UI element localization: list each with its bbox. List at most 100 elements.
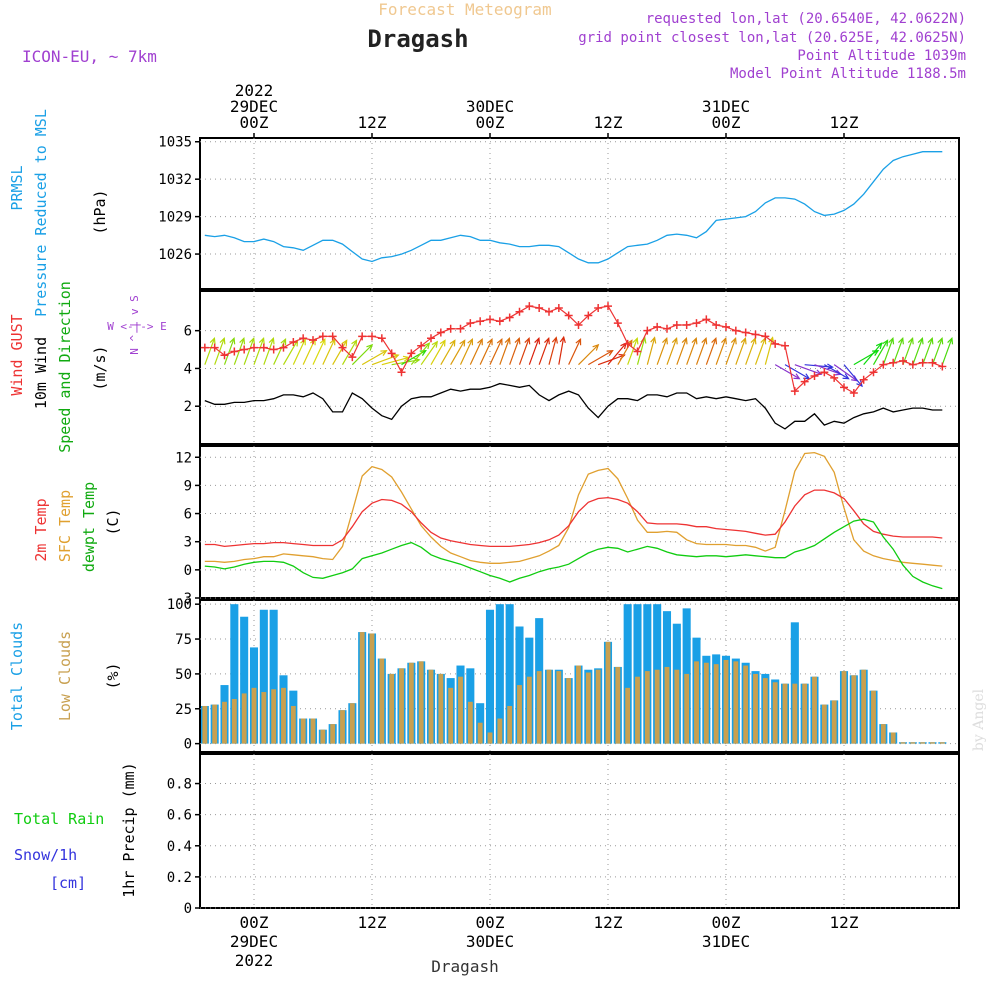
low-cloud-bar bbox=[644, 671, 650, 744]
wind-arrow-head bbox=[937, 337, 944, 345]
pressure-label-long: Pressure Reduced to MSL bbox=[32, 109, 50, 317]
y-tick-label: 75 bbox=[175, 632, 192, 648]
pressure-panel: 1026 1029 1032 1035 PRMSL Pressure Reduced to… bbox=[8, 109, 960, 317]
gust-marker bbox=[476, 317, 485, 326]
wind-arrow-head bbox=[366, 343, 374, 351]
wind-arrow-head bbox=[842, 373, 850, 380]
low-cloud-bar bbox=[359, 632, 365, 744]
total-clouds-label: Total Clouds bbox=[8, 622, 26, 730]
low-cloud-bar bbox=[418, 661, 424, 744]
wind-arrow-head bbox=[239, 337, 246, 345]
gust-marker bbox=[446, 324, 455, 333]
gust-marker bbox=[938, 362, 947, 371]
low-cloud-bar bbox=[772, 682, 778, 744]
wind-arrow-head bbox=[768, 336, 775, 344]
wind-arrow-head bbox=[423, 342, 431, 350]
gust-marker bbox=[299, 334, 308, 343]
low-cloud-bar bbox=[762, 678, 768, 744]
low-cloud-bar bbox=[290, 705, 296, 744]
gust-marker bbox=[338, 343, 347, 352]
wind-direction-arrow bbox=[872, 340, 889, 365]
wind-direction-arrow bbox=[312, 339, 326, 365]
wind-direction-arrow bbox=[912, 338, 923, 365]
low-cloud-bar bbox=[300, 718, 306, 744]
gust-marker bbox=[574, 321, 583, 329]
wind-arrow-head bbox=[380, 349, 388, 356]
model-altitude: Model Point Altitude 1188.5m bbox=[730, 66, 966, 82]
gust-marker bbox=[682, 321, 691, 329]
low-cloud-bar bbox=[379, 658, 385, 744]
gust-marker bbox=[869, 368, 878, 377]
wind-direction-arrow bbox=[882, 338, 894, 365]
wind-arrow-head bbox=[872, 349, 880, 356]
wind-direction-arrow bbox=[735, 338, 746, 365]
y-tick-label: 0.8 bbox=[167, 777, 192, 793]
gust-marker bbox=[741, 328, 750, 337]
wind-arrow-head bbox=[268, 337, 275, 345]
wind-direction-arrow bbox=[814, 364, 842, 375]
wind-arrow-head bbox=[341, 339, 348, 347]
wind-direction-arrow bbox=[843, 364, 863, 387]
y-tick-label: 0.6 bbox=[167, 808, 192, 824]
gust-marker bbox=[220, 351, 229, 360]
pressure-line bbox=[204, 151, 943, 264]
low-cloud-bar bbox=[320, 729, 326, 744]
panel-frame bbox=[199, 753, 960, 909]
low-cloud-bar bbox=[605, 641, 611, 744]
wind-direction-arrow bbox=[518, 338, 530, 365]
wind-direction-arrow bbox=[499, 338, 510, 365]
wind-direction-arrow bbox=[253, 338, 265, 365]
wind-arrow-head bbox=[351, 339, 358, 347]
location-title: Dragash bbox=[367, 25, 468, 53]
wind-arrow-head bbox=[606, 349, 614, 356]
wind-direction-arrow bbox=[410, 342, 430, 366]
low-cloud-bar bbox=[831, 700, 837, 744]
gust-marker bbox=[790, 387, 799, 396]
gust-marker bbox=[859, 375, 868, 384]
wind-arrow-head bbox=[413, 357, 421, 364]
gust-marker bbox=[761, 332, 770, 341]
wind-arrow-head bbox=[504, 337, 511, 345]
panel-frame bbox=[199, 599, 960, 753]
wind-direction-arrow bbox=[558, 336, 565, 365]
compass-ns-axis: N ^ | v S bbox=[128, 295, 141, 355]
rain-label: Total Rain bbox=[14, 810, 104, 828]
low-cloud-bar bbox=[930, 742, 935, 744]
wind-direction-arrow bbox=[794, 364, 822, 375]
wind-direction-arrow bbox=[588, 350, 613, 366]
y-tick-label: 4 bbox=[184, 361, 192, 377]
wind-direction-arrow bbox=[656, 338, 668, 365]
y-tick-label: 1035 bbox=[158, 135, 192, 151]
total-cloud-bar bbox=[633, 604, 642, 744]
gust-marker bbox=[918, 358, 927, 367]
gust-marker bbox=[436, 328, 445, 337]
pressure-unit: (hPa) bbox=[91, 189, 109, 234]
low-cloud-bar bbox=[910, 742, 916, 744]
bottom-time-label: 12Z bbox=[358, 913, 387, 932]
gust-marker bbox=[722, 322, 730, 331]
low-cloud-bar bbox=[654, 669, 660, 744]
low-cloud-bar bbox=[841, 671, 847, 744]
wind-direction-arrow bbox=[686, 338, 697, 365]
wind-direction-arrow bbox=[627, 338, 638, 365]
gust-marker bbox=[505, 313, 514, 322]
gust-marker bbox=[623, 339, 632, 348]
gust-marker bbox=[515, 307, 524, 316]
wind-direction-arrow bbox=[273, 339, 287, 365]
wind-arrow-head bbox=[650, 336, 657, 344]
low-cloud-bar bbox=[448, 687, 454, 744]
sfc-temp-line bbox=[204, 451, 943, 567]
wind-arrow-head bbox=[439, 339, 446, 347]
t2m-label: 2m Temp bbox=[32, 498, 50, 561]
gust-marker bbox=[200, 343, 209, 352]
top-time-label: 29DEC bbox=[230, 97, 278, 116]
gust-marker bbox=[269, 345, 278, 354]
top-time-label: 12Z bbox=[830, 113, 859, 132]
wind-direction-arrow bbox=[824, 364, 849, 380]
low-cloud-bar bbox=[546, 669, 552, 744]
gust-marker bbox=[230, 347, 239, 356]
wind-arrow-head bbox=[662, 337, 668, 345]
y-tick-label: 100 bbox=[167, 597, 192, 613]
gust-marker bbox=[554, 304, 563, 312]
